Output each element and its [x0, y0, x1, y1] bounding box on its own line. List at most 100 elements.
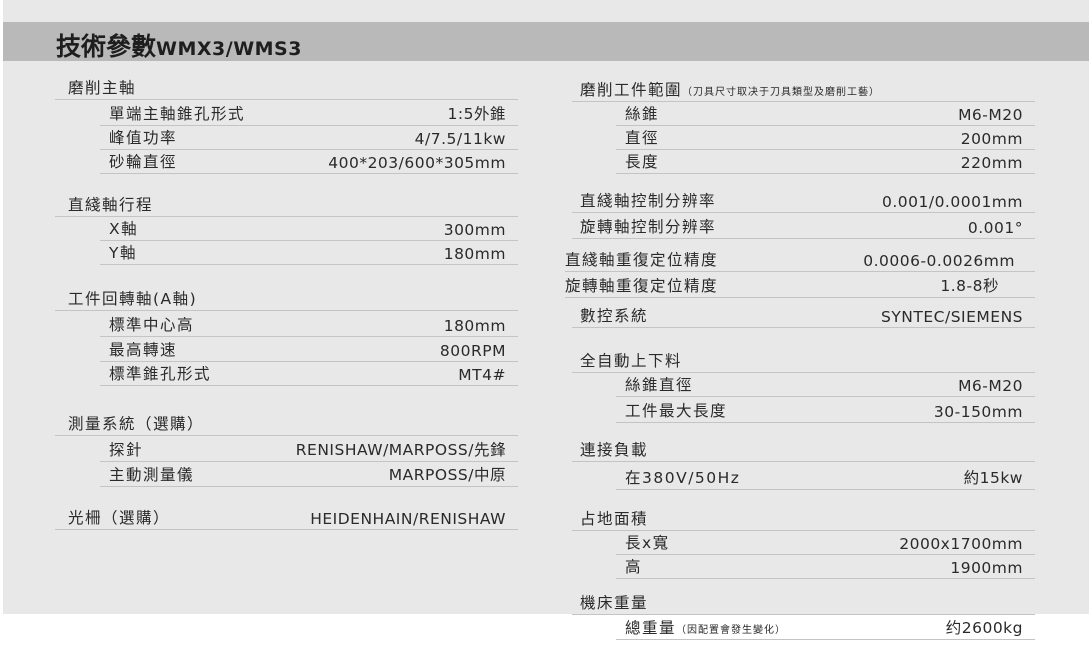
spec-label: 磨削主軸: [68, 76, 136, 98]
spec-label-text: 工件回轉軸(A軸): [68, 290, 198, 308]
spec-label-text: 磨削主軸: [68, 79, 137, 97]
spec-value: 约2600kg: [945, 619, 1023, 637]
spec-label: 數控系統: [580, 304, 648, 326]
spec-label: 工件最大長度: [625, 399, 727, 421]
spec-value: 300mm: [443, 221, 506, 239]
spec-label: 主動測量儀: [109, 463, 194, 485]
spec-section-row: 全自動上下料: [572, 349, 1035, 373]
spec-label-text: 旋轉軸控制分辨率: [580, 218, 717, 236]
spec-value: 180mm: [443, 245, 506, 263]
spec-section-row: 占地面積: [572, 507, 1035, 531]
spec-label: 標準中心高: [109, 313, 194, 335]
spec-section-row: 直綫軸重復定位精度 0.0006-0.0026mm: [565, 248, 1035, 272]
spec-label: 直徑: [625, 126, 659, 148]
spec-item-row: 探針 RENISHAW/MARPOSS/先鋒: [100, 438, 518, 462]
spec-value: MT4#: [458, 366, 506, 384]
spec-label-text: 在380V/50Hz: [625, 469, 741, 487]
spec-section-row: 測量系統（選購）: [55, 412, 518, 436]
spec-label-text: 連接負載: [580, 441, 649, 459]
spec-label: 絲錐直徑: [625, 373, 693, 395]
spec-label-text: X軸: [109, 220, 139, 238]
spec-item-row: 單端主軸錐孔形式 1:5外錐: [100, 102, 518, 126]
spec-section-row: 連接負載: [572, 438, 1035, 462]
spec-value: SYNTEC/SIEMENS: [880, 308, 1023, 326]
spec-section-row: 直綫軸行程: [55, 193, 518, 217]
spec-value: 2000x1700mm: [899, 535, 1023, 553]
title-band: [3, 22, 1089, 61]
spec-value: 200mm: [960, 130, 1023, 148]
spec-item-row: 直徑 200mm: [616, 126, 1035, 150]
spec-item-row: 在380V/50Hz 約15kw: [616, 466, 1035, 490]
spec-value: 800RPM: [439, 342, 506, 360]
spec-label: 總重量（因配置會發生變化）: [625, 616, 786, 638]
page-background: [3, 0, 1089, 614]
spec-label-text: 標準中心高: [109, 316, 195, 334]
spec-value: 約15kw: [963, 469, 1023, 487]
spec-label-text: 長度: [625, 153, 660, 171]
spec-value: 0.001°: [967, 219, 1023, 237]
spec-value: 1:5外錐: [447, 105, 506, 123]
spec-label: 高: [625, 555, 642, 577]
spec-item-row: 長度 220mm: [616, 150, 1035, 174]
spec-note: （因配置會發生變化）: [676, 625, 787, 636]
spec-item-row: Y軸 180mm: [100, 241, 518, 265]
spec-label: 旋轉軸重復定位精度: [565, 274, 718, 296]
spec-label-text: 機床重量: [580, 594, 649, 612]
spec-label: 占地面積: [580, 507, 648, 529]
spec-value: RENISHAW/MARPOSS/先鋒: [295, 441, 506, 459]
spec-section-row: 旋轉軸控制分辨率 0.001°: [572, 215, 1035, 239]
spec-label: 機床重量: [580, 591, 648, 613]
spec-label-text: 高: [625, 558, 643, 576]
spec-item-row: 峰值功率 4/7.5/11kw: [100, 126, 518, 150]
spec-section-row: 機床重量: [572, 591, 1035, 615]
spec-value: MARPOSS/中原: [388, 466, 506, 484]
spec-value: 400*203/600*305mm: [328, 154, 506, 172]
spec-label-text: 絲錐: [625, 105, 660, 123]
spec-item-row: 主動測量儀 MARPOSS/中原: [100, 463, 518, 487]
spec-label: 長度: [625, 150, 659, 172]
spec-label-text: Y軸: [109, 244, 137, 262]
spec-section-row: 數控系統 SYNTEC/SIEMENS: [572, 304, 1035, 328]
title-text: 技術參數: [56, 32, 157, 61]
spec-label-text: 探針: [109, 441, 144, 459]
spec-value: M6-M20: [958, 106, 1023, 124]
spec-item-row: 總重量（因配置會發生變化） 约2600kg: [616, 616, 1035, 640]
spec-label-text: 主動測量儀: [109, 466, 195, 484]
spec-value: 220mm: [960, 154, 1023, 172]
spec-label-text: 光柵（選購）: [68, 509, 171, 527]
spec-label: 工件回轉軸(A軸): [68, 287, 197, 309]
spec-value: 0.001/0.0001mm: [881, 193, 1023, 211]
spec-label: 旋轉軸控制分辨率: [580, 215, 716, 237]
spec-label-text: 最高轉速: [109, 341, 178, 359]
spec-label-text: 數控系統: [580, 307, 649, 325]
spec-label-text: 總重量: [625, 619, 677, 637]
spec-item-row: 砂輪直徑 400*203/600*305mm: [100, 150, 518, 174]
spec-label-text: 全自動上下料: [580, 352, 683, 370]
spec-label: 直綫軸控制分辨率: [580, 189, 716, 211]
spec-label-text: 絲錐直徑: [625, 376, 694, 394]
spec-section-row: 磨削主軸: [55, 76, 518, 100]
spec-item-row: 標準錐孔形式 MT4#: [100, 362, 518, 386]
spec-label-text: 長x寬: [625, 534, 670, 552]
spec-label: Y軸: [109, 241, 137, 263]
spec-label: 直綫軸重復定位精度: [565, 248, 718, 270]
spec-label-text: 占地面積: [580, 510, 649, 528]
page-title: 技術參數WMX3/WMS3: [56, 27, 302, 63]
spec-item-row: 高 1900mm: [616, 555, 1035, 579]
spec-value: 180mm: [443, 317, 506, 335]
spec-value: M6-M20: [958, 377, 1023, 395]
spec-label-text: 直綫軸行程: [68, 196, 154, 214]
spec-item-row: X軸 300mm: [100, 217, 518, 241]
spec-label-text: 標準錐孔形式: [109, 365, 212, 383]
spec-section-row: 磨削工件範圍（刀具尺寸取决于刀具類型及磨削工藝）: [572, 78, 1035, 102]
spec-label: 單端主軸錐孔形式: [109, 102, 245, 124]
spec-section-row: 工件回轉軸(A軸): [55, 287, 518, 311]
spec-label: 峰值功率: [109, 126, 177, 148]
spec-label: 長x寬: [625, 531, 670, 553]
spec-label: 砂輪直徑: [109, 150, 177, 172]
spec-label-text: 峰值功率: [109, 129, 178, 147]
spec-label-text: 測量系統（選購）: [68, 415, 205, 433]
spec-value: 30-150mm: [933, 403, 1023, 421]
model-name: WMX3/WMS3: [156, 38, 302, 60]
spec-label: 探針: [109, 438, 143, 460]
